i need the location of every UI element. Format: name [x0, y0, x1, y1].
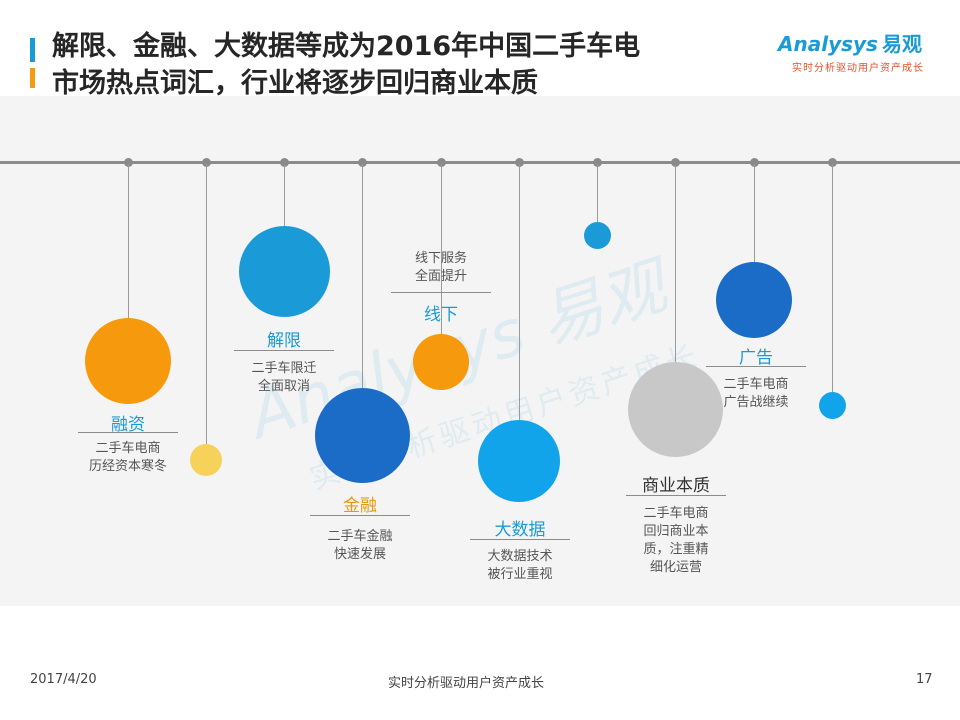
desc-big-data: 大数据技术 被行业重视 [487, 549, 553, 582]
hanging-string [754, 164, 755, 262]
rail-knob [828, 158, 837, 167]
rail-knob [124, 158, 133, 167]
title-accent-bar-secondary [30, 68, 35, 88]
ball-small-blue [584, 222, 611, 249]
label-finance: 金融 [343, 496, 377, 516]
desc-financing: 二手车电商 历经资本寒冬 [88, 441, 167, 474]
ball-finance [315, 388, 410, 483]
desc-deregulation: 二手车限迁 全面取消 [251, 361, 317, 394]
label-underline [78, 432, 178, 433]
ball-financing [85, 318, 171, 404]
hanging-string [128, 164, 129, 318]
rail-knob [515, 158, 524, 167]
label-big-data: 大数据 [494, 520, 546, 540]
logo-cn: 易观 [881, 32, 922, 56]
hanging-string [597, 164, 598, 222]
footer-page-number: 17 [916, 672, 933, 687]
desc-business-essence: 二手车电商 回归商业本 质，注重精 细化运营 [643, 506, 709, 575]
hanging-string [832, 164, 833, 392]
rail-knob [671, 158, 680, 167]
desc-finance: 二手车金融 快速发展 [327, 529, 393, 562]
ball-offline [413, 334, 469, 390]
label-advertising: 广告 [739, 348, 773, 368]
logo-wordmark: nalysys [793, 32, 878, 56]
footer-slogan: 实时分析驱动用户资产成长 [388, 676, 545, 691]
note-offline: 线下服务 全面提升 [414, 251, 467, 284]
rail-knob [202, 158, 211, 167]
label-underline [310, 515, 410, 516]
rail-knob [437, 158, 446, 167]
logo-slogan: 实时分析驱动用户资产成长 [792, 63, 924, 74]
label-underline [626, 495, 726, 496]
rail-knob [750, 158, 759, 167]
page-title-line2: 市场热点词汇，行业将逐步回归商业本质 [52, 68, 538, 99]
label-financing: 融资 [111, 415, 145, 435]
ball-small-blue-right [819, 392, 846, 419]
page-title-line1: 解限、金融、大数据等成为2016年中国二手车电 [52, 31, 641, 62]
page-title: 解限、金融、大数据等成为2016年中国二手车电 市场热点词汇，行业将逐步回归商业… [52, 28, 752, 102]
hanging-rail [0, 161, 960, 164]
ball-business-essence [628, 362, 723, 457]
footer-date: 2017/4/20 [30, 672, 97, 687]
ball-big-data [478, 420, 560, 502]
rail-knob [358, 158, 367, 167]
hanging-string [441, 164, 442, 334]
label-underline [470, 539, 570, 540]
rail-knob [280, 158, 289, 167]
ball-deregulation [239, 226, 330, 317]
label-business-essence: 商业本质 [642, 476, 710, 496]
hanging-string [675, 164, 676, 362]
ball-small-yellow [190, 444, 222, 476]
label-offline: 线下 [424, 305, 458, 325]
hanging-string [206, 164, 207, 444]
hanging-string [519, 164, 520, 420]
label-deregulation: 解限 [267, 331, 301, 351]
analysys-logo: Analysys 易观 实时分析驱动用户资产成长 [778, 28, 938, 74]
label-underline [706, 366, 806, 367]
desc-advertising: 二手车电商 广告战继续 [723, 377, 789, 410]
label-underline [234, 350, 334, 351]
hanging-string [362, 164, 363, 388]
ball-advertising [716, 262, 792, 338]
rail-knob [593, 158, 602, 167]
note-underline [391, 292, 491, 293]
hanging-string [284, 164, 285, 226]
logo-letter: A [778, 32, 794, 56]
title-accent-bar [30, 38, 35, 62]
